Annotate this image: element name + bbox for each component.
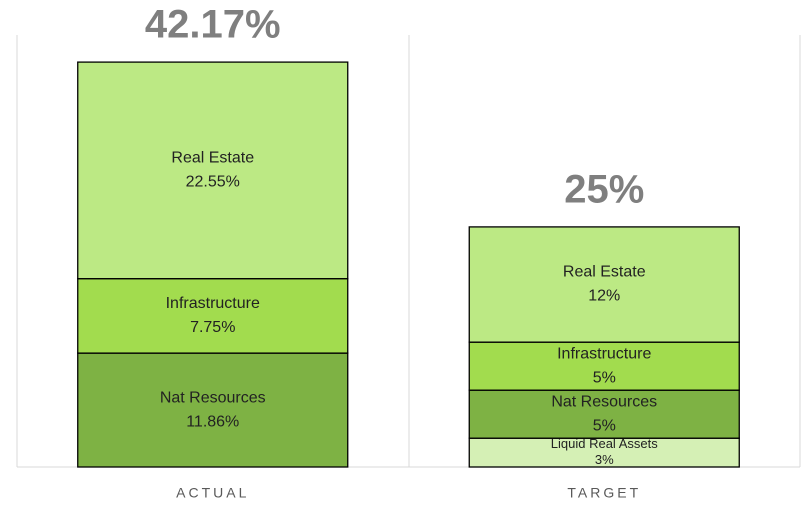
segment-value: 7.75% — [190, 319, 235, 336]
segment-value: 5% — [593, 369, 616, 386]
bar-segment — [468, 437, 740, 468]
segment-value: 5% — [593, 417, 616, 434]
segment-name: Nat Resources — [551, 393, 657, 410]
bar-segment — [77, 278, 349, 354]
bar-segment — [468, 226, 740, 343]
segment-value: 12% — [588, 288, 620, 305]
segment-value: 22.55% — [186, 174, 240, 191]
x-tick-label: TARGET — [567, 485, 641, 501]
segment-name: Infrastructure — [166, 295, 260, 312]
bar-segment — [77, 352, 349, 468]
segment-value: 3% — [595, 452, 614, 467]
segment-name: Infrastructure — [557, 345, 651, 362]
segment-name: Real Estate — [563, 264, 646, 281]
total-label: 25% — [564, 167, 644, 211]
x-tick-label: ACTUAL — [176, 485, 249, 501]
total-label: 42.17% — [145, 3, 281, 47]
segment-name: Real Estate — [171, 150, 254, 167]
segment-name: Nat Resources — [160, 389, 266, 406]
bar-segment — [468, 341, 740, 391]
segment-value: 11.86% — [186, 413, 239, 430]
bar-segment — [77, 61, 349, 280]
segment-name: Liquid Real Assets — [551, 436, 658, 451]
